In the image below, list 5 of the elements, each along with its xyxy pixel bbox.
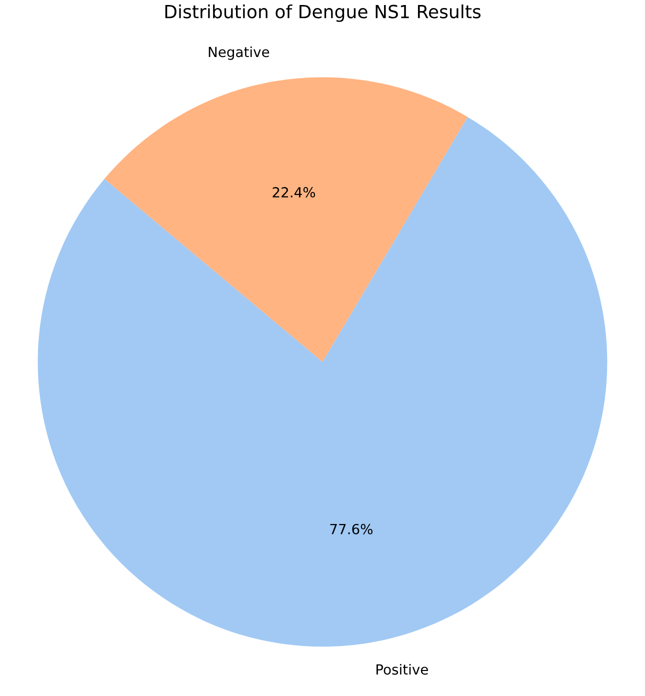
chart-title: Distribution of Dengue NS1 Results <box>165 4 481 22</box>
slice-label: Negative <box>208 46 270 60</box>
data-label: 22.4% <box>272 187 316 198</box>
slice-label: Positive <box>376 664 428 675</box>
data-label: 77.6% <box>330 524 373 534</box>
